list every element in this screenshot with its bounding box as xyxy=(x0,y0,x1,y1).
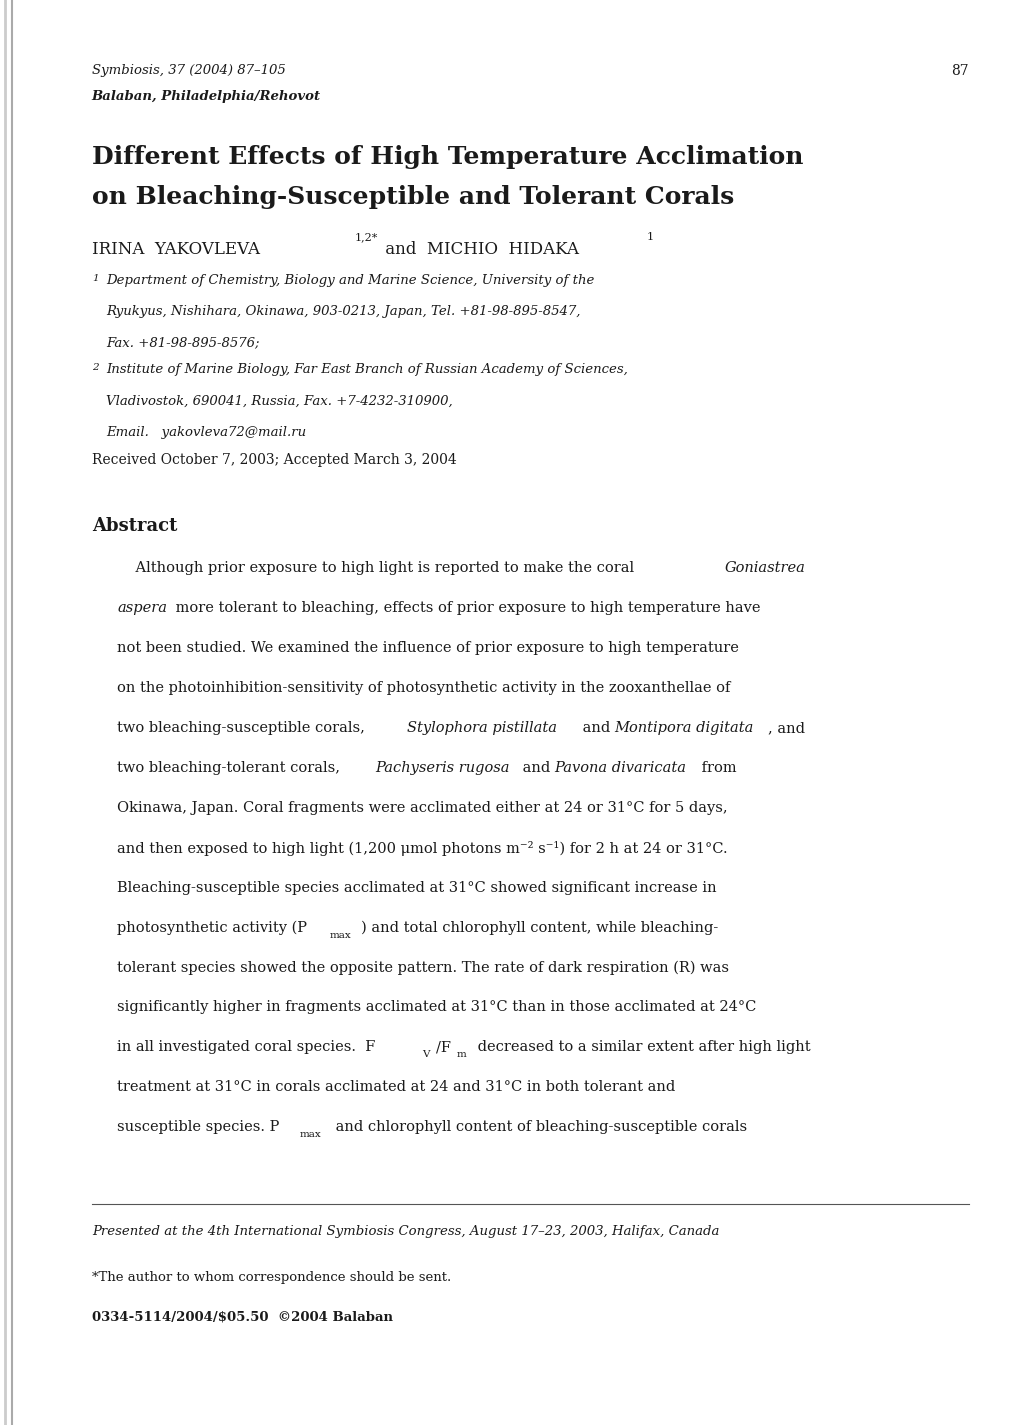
Text: Received October 7, 2003; Accepted March 3, 2004: Received October 7, 2003; Accepted March… xyxy=(92,453,457,467)
Text: Although prior exposure to high light is reported to make the coral: Although prior exposure to high light is… xyxy=(117,561,639,576)
Text: Fax. +81-98-895-8576;: Fax. +81-98-895-8576; xyxy=(106,336,259,349)
Text: 2: 2 xyxy=(92,363,98,372)
Text: on the photoinhibition-sensitivity of photosynthetic activity in the zooxanthell: on the photoinhibition-sensitivity of ph… xyxy=(117,681,730,695)
Text: Institute of Marine Biology, Far East Branch of Russian Academy of Sciences,: Institute of Marine Biology, Far East Br… xyxy=(106,363,628,376)
Text: and  MICHIO  HIDAKA: and MICHIO HIDAKA xyxy=(380,241,579,258)
Text: and chlorophyll content of bleaching-susceptible corals: and chlorophyll content of bleaching-sus… xyxy=(331,1120,747,1134)
Text: 0334-5114/2004/$05.50  ©2004 Balaban: 0334-5114/2004/$05.50 ©2004 Balaban xyxy=(92,1311,392,1324)
Text: Abstract: Abstract xyxy=(92,517,177,536)
Text: Vladivostok, 690041, Russia, Fax. +7-4232-310900,: Vladivostok, 690041, Russia, Fax. +7-423… xyxy=(106,395,452,408)
Text: more tolerant to bleaching, effects of prior exposure to high temperature have: more tolerant to bleaching, effects of p… xyxy=(171,601,760,616)
Text: tolerant species showed the opposite pattern. The rate of dark respiration (R) w: tolerant species showed the opposite pat… xyxy=(117,960,729,975)
Text: Presented at the 4th International Symbiosis Congress, August 17–23, 2003, Halif: Presented at the 4th International Symbi… xyxy=(92,1226,718,1238)
Text: IRINA  YAKOVLEVA: IRINA YAKOVLEVA xyxy=(92,241,260,258)
Text: Okinawa, Japan. Coral fragments were acclimated either at 24 or 31°C for 5 days,: Okinawa, Japan. Coral fragments were acc… xyxy=(117,801,728,815)
Text: aspera: aspera xyxy=(117,601,167,616)
Text: Email.   yakovleva72@mail.ru: Email. yakovleva72@mail.ru xyxy=(106,426,306,439)
Text: Bleaching-susceptible species acclimated at 31°C showed significant increase in: Bleaching-susceptible species acclimated… xyxy=(117,881,716,895)
Text: not been studied. We examined the influence of prior exposure to high temperatur: not been studied. We examined the influe… xyxy=(117,641,739,656)
Text: decreased to a similar extent after high light: decreased to a similar extent after high… xyxy=(473,1040,810,1054)
Text: max: max xyxy=(329,931,351,939)
Text: max: max xyxy=(300,1130,321,1139)
Text: V: V xyxy=(422,1050,429,1059)
Text: ) and total chlorophyll content, while bleaching-: ) and total chlorophyll content, while b… xyxy=(361,921,717,935)
Text: Different Effects of High Temperature Acclimation: Different Effects of High Temperature Ac… xyxy=(92,145,803,170)
Text: m: m xyxy=(457,1050,467,1059)
Text: and: and xyxy=(578,721,614,735)
Text: from: from xyxy=(696,761,736,775)
Text: , and: , and xyxy=(767,721,804,735)
Text: on Bleaching-Susceptible and Tolerant Corals: on Bleaching-Susceptible and Tolerant Co… xyxy=(92,185,734,209)
Text: significantly higher in fragments acclimated at 31°C than in those acclimated at: significantly higher in fragments acclim… xyxy=(117,1000,756,1015)
Text: in all investigated coral species.  F: in all investigated coral species. F xyxy=(117,1040,375,1054)
Text: Pachyseris rugosa: Pachyseris rugosa xyxy=(375,761,510,775)
Text: Ryukyus, Nishihara, Okinawa, 903-0213, Japan, Tel. +81-98-895-8547,: Ryukyus, Nishihara, Okinawa, 903-0213, J… xyxy=(106,305,580,318)
Text: 1: 1 xyxy=(646,232,653,242)
Text: two bleaching-tolerant corals,: two bleaching-tolerant corals, xyxy=(117,761,344,775)
Text: and: and xyxy=(518,761,554,775)
Text: and then exposed to high light (1,200 μmol photons m⁻² s⁻¹) for 2 h at 24 or 31°: and then exposed to high light (1,200 μm… xyxy=(117,841,728,856)
Text: 1: 1 xyxy=(92,274,98,282)
Text: Department of Chemistry, Biology and Marine Science, University of the: Department of Chemistry, Biology and Mar… xyxy=(106,274,594,286)
Text: *The author to whom correspondence should be sent.: *The author to whom correspondence shoul… xyxy=(92,1271,450,1284)
Text: photosynthetic activity (P: photosynthetic activity (P xyxy=(117,921,307,935)
Text: Pavona divaricata: Pavona divaricata xyxy=(553,761,685,775)
Text: 1,2*: 1,2* xyxy=(355,232,378,242)
Text: 87: 87 xyxy=(951,64,968,78)
Text: Stylophora pistillata: Stylophora pistillata xyxy=(407,721,556,735)
Text: treatment at 31°C in corals acclimated at 24 and 31°C in both tolerant and: treatment at 31°C in corals acclimated a… xyxy=(117,1080,675,1094)
Text: two bleaching-susceptible corals,: two bleaching-susceptible corals, xyxy=(117,721,370,735)
Text: Balaban, Philadelphia/Rehovot: Balaban, Philadelphia/Rehovot xyxy=(92,90,321,103)
Text: Montipora digitata: Montipora digitata xyxy=(613,721,753,735)
Text: susceptible species. P: susceptible species. P xyxy=(117,1120,279,1134)
Text: Symbiosis, 37 (2004) 87–105: Symbiosis, 37 (2004) 87–105 xyxy=(92,64,285,77)
Text: Goniastrea: Goniastrea xyxy=(723,561,804,576)
Text: /F: /F xyxy=(435,1040,450,1054)
